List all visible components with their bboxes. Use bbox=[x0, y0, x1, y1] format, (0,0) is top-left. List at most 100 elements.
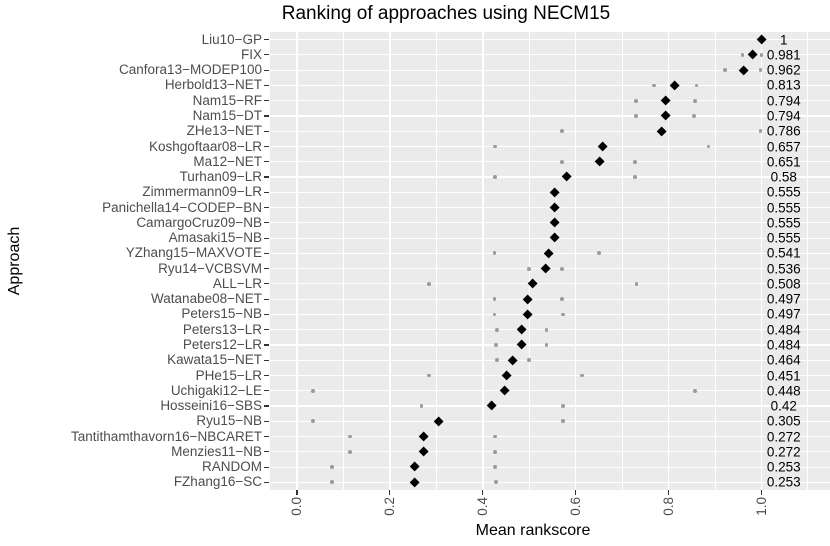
y-tick-mark bbox=[264, 374, 269, 377]
y-tick-label: RANDOM bbox=[202, 459, 262, 475]
mean-diamond-marker bbox=[549, 187, 560, 198]
y-major-gridline bbox=[270, 390, 830, 392]
y-tick-label: Koshgoftaar08−LR bbox=[149, 138, 262, 154]
mean-diamond-marker bbox=[409, 477, 420, 488]
rankscore-dot-marker bbox=[740, 53, 745, 57]
x-tick-label: 0.4 bbox=[474, 496, 490, 516]
y-tick-label: Turhan09−LR bbox=[179, 169, 262, 185]
rankscore-dot-marker bbox=[330, 480, 335, 485]
y-tick-label: Ma12−NET bbox=[193, 153, 262, 169]
mean-value-label: 0.305 bbox=[766, 413, 801, 429]
y-major-gridline bbox=[270, 100, 830, 102]
rankscore-dot-marker bbox=[597, 251, 602, 256]
mean-value-label: 0.497 bbox=[766, 291, 801, 307]
y-major-gridline bbox=[270, 298, 830, 300]
y-tick-label: Watanabe08−NET bbox=[151, 291, 262, 307]
x-tick-mark bbox=[482, 490, 484, 495]
y-tick-label: CamargoCruz09−NB bbox=[136, 214, 262, 230]
y-tick-label: Nam15−RF bbox=[192, 92, 262, 108]
mean-value-label: 0.651 bbox=[766, 154, 801, 170]
x-tick-mark bbox=[575, 490, 577, 495]
rankscore-dot-marker bbox=[722, 68, 727, 73]
y-tick-label: PHe15−LR bbox=[195, 367, 262, 383]
mean-diamond-marker bbox=[418, 446, 429, 457]
mean-diamond-marker bbox=[738, 65, 749, 76]
mean-diamond-marker bbox=[540, 263, 552, 274]
y-tick-mark bbox=[264, 206, 269, 209]
rankscore-dot-marker bbox=[559, 129, 564, 134]
mean-diamond-marker bbox=[522, 294, 534, 305]
mean-value-label: 0.794 bbox=[766, 108, 801, 124]
rankscore-dot-marker bbox=[758, 68, 763, 73]
mean-value-label: 0.555 bbox=[766, 200, 801, 216]
mean-diamond-marker bbox=[418, 431, 429, 442]
x-minor-gridline bbox=[528, 32, 530, 490]
mean-value-label: 0.962 bbox=[766, 62, 801, 78]
y-tick-label: YZhang15−MAXVOTE bbox=[125, 245, 262, 261]
y-tick-mark bbox=[264, 283, 269, 285]
rankscore-dot-marker bbox=[492, 251, 497, 256]
x-tick-mark bbox=[760, 490, 763, 495]
mean-value-label: 0.981 bbox=[766, 47, 801, 63]
x-tick-mark bbox=[668, 490, 670, 495]
y-tick-label: ZHe13−NET bbox=[186, 123, 262, 139]
x-major-gridline bbox=[296, 32, 298, 490]
y-tick-mark bbox=[264, 390, 269, 392]
mean-value-label: 0.813 bbox=[766, 77, 801, 93]
mean-diamond-marker bbox=[516, 339, 527, 351]
rankscore-dot-marker bbox=[348, 434, 352, 439]
mean-diamond-marker bbox=[660, 110, 671, 122]
rankscore-dot-marker bbox=[494, 358, 499, 363]
rankscore-dot-marker bbox=[692, 98, 697, 103]
y-tick-label: Ryu14−VCBSVM bbox=[158, 260, 262, 276]
mean-diamond-marker bbox=[549, 217, 560, 228]
mean-value-label: 0.253 bbox=[766, 474, 801, 490]
mean-value-label: 0.484 bbox=[766, 337, 801, 353]
y-tick-label: Liu10−GP bbox=[201, 31, 262, 47]
y-tick-mark bbox=[264, 252, 269, 254]
rankscore-dot-marker bbox=[427, 282, 431, 286]
mean-value-label: 0.451 bbox=[766, 368, 801, 383]
y-tick-label: Peters13−LR bbox=[182, 321, 262, 337]
mean-diamond-marker bbox=[561, 171, 572, 183]
rankscore-dot-marker bbox=[560, 419, 565, 424]
mean-value-label: 0.497 bbox=[766, 306, 801, 322]
y-tick-label: Uchigaki12−LE bbox=[170, 382, 262, 398]
rankscore-dot-marker bbox=[758, 129, 763, 134]
x-minor-gridline bbox=[435, 32, 437, 490]
rankscore-dot-marker bbox=[692, 114, 697, 118]
y-major-gridline bbox=[270, 115, 830, 117]
x-minor-gridline bbox=[621, 32, 623, 490]
rankscore-dot-marker bbox=[348, 449, 352, 454]
rankscore-dot-marker bbox=[527, 266, 532, 271]
rankscore-dot-marker bbox=[311, 419, 316, 424]
rankscore-dot-marker bbox=[493, 480, 498, 485]
y-tick-mark bbox=[264, 481, 269, 483]
y-major-gridline bbox=[270, 329, 830, 331]
y-tick-mark bbox=[264, 54, 269, 56]
y-tick-label: Peters12−LR bbox=[182, 336, 262, 352]
y-tick-label: Menzies11−NB bbox=[171, 443, 262, 459]
mean-value-label: 0.794 bbox=[766, 93, 801, 109]
mean-value-label: 0.657 bbox=[766, 139, 801, 154]
rankscore-dot-marker bbox=[419, 404, 424, 408]
mean-value-label: 1 bbox=[780, 32, 788, 48]
rankscore-dot-marker bbox=[311, 388, 316, 393]
mean-diamond-marker bbox=[669, 80, 680, 91]
mean-diamond-marker bbox=[486, 400, 498, 412]
y-tick-mark bbox=[264, 451, 269, 453]
y-major-gridline bbox=[270, 130, 830, 132]
y-tick-mark bbox=[264, 39, 269, 41]
mean-value-label: 0.253 bbox=[766, 459, 801, 475]
y-tick-label: Zimmermann09−LR bbox=[142, 184, 262, 200]
mean-value-label: 0.272 bbox=[766, 429, 801, 445]
x-tick-mark bbox=[296, 490, 298, 495]
rankscore-dot-marker bbox=[544, 327, 549, 332]
mean-value-label: 0.786 bbox=[766, 123, 801, 139]
y-tick-mark bbox=[264, 161, 269, 163]
y-major-gridline bbox=[270, 283, 830, 285]
y-tick-label: Nam15−DT bbox=[192, 107, 262, 123]
y-tick-mark bbox=[264, 344, 269, 346]
y-tick-label: Amasaki15−NB bbox=[168, 230, 262, 246]
